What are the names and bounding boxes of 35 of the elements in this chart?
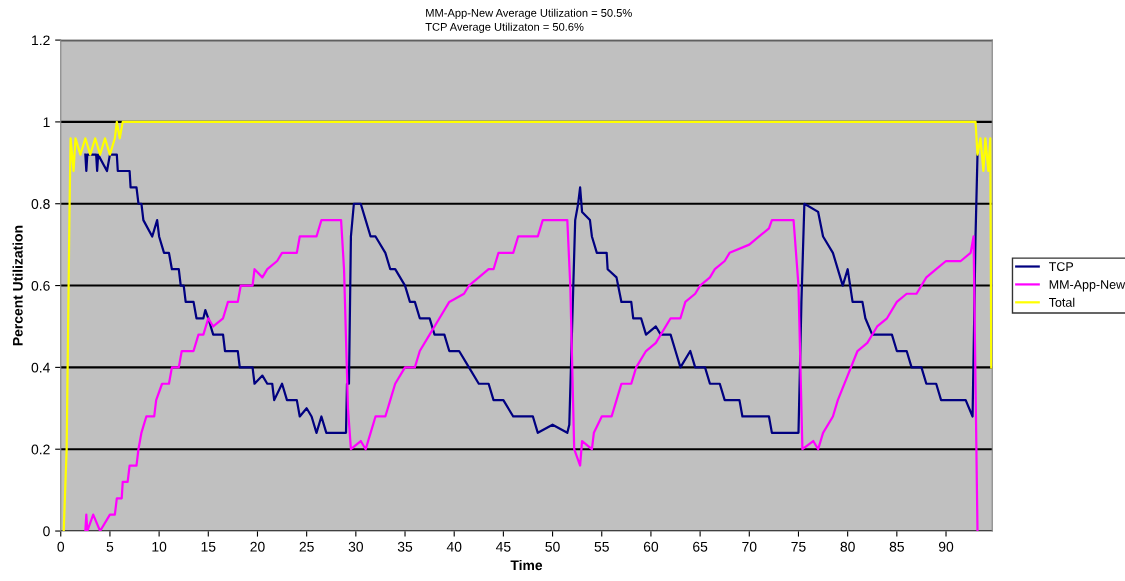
x-tick-label: 50: [545, 541, 560, 552]
x-tick-label: 5: [106, 541, 114, 552]
x-axis-title: Time: [510, 559, 543, 571]
legend-label: TCP: [1049, 262, 1074, 272]
x-tick-label: 10: [152, 541, 167, 552]
x-tick-label: 55: [594, 541, 609, 552]
y-tick-label: 0.6: [31, 280, 50, 291]
line-series: [84, 153, 979, 434]
legend-label: Total: [1049, 297, 1075, 307]
text: MM-App-New Average Utilization = 50.5%: [426, 8, 632, 20]
x-tick-label: 30: [348, 541, 364, 552]
x-tick-label: 90: [938, 541, 954, 552]
x-tick-label: 15: [201, 541, 216, 552]
x-tick-label: 35: [397, 541, 413, 552]
x-tick-label: 65: [693, 541, 708, 552]
x-tick-label: 20: [250, 541, 265, 552]
y-tick-label: 0.4: [31, 362, 50, 373]
y-tick-label: 0: [43, 526, 50, 537]
legend-label: MM-App-New: [1049, 280, 1125, 292]
x-tick-label: 85: [889, 541, 904, 552]
line-series: [84, 218, 979, 532]
x-tick-label: 80: [840, 541, 855, 552]
x-tick-label: 75: [791, 541, 806, 552]
x-tick-label: 70: [742, 541, 757, 552]
text: TCP Average Utilizaton = 50.6%: [425, 22, 584, 34]
x-tick-label: 25: [299, 541, 314, 552]
y-axis-title: Percent Utilization: [12, 225, 23, 346]
x-tick-label: 60: [643, 541, 659, 552]
x-tick-label: 40: [446, 541, 462, 552]
y-tick-label: 0.2: [31, 444, 50, 455]
x-tick-label: 45: [495, 541, 511, 552]
y-tick-label: 0.8: [31, 199, 50, 209]
y-tick-label: 1.2: [32, 35, 50, 46]
x-tick-label: 0: [57, 541, 65, 552]
y-tick-label: 1: [43, 117, 50, 127]
